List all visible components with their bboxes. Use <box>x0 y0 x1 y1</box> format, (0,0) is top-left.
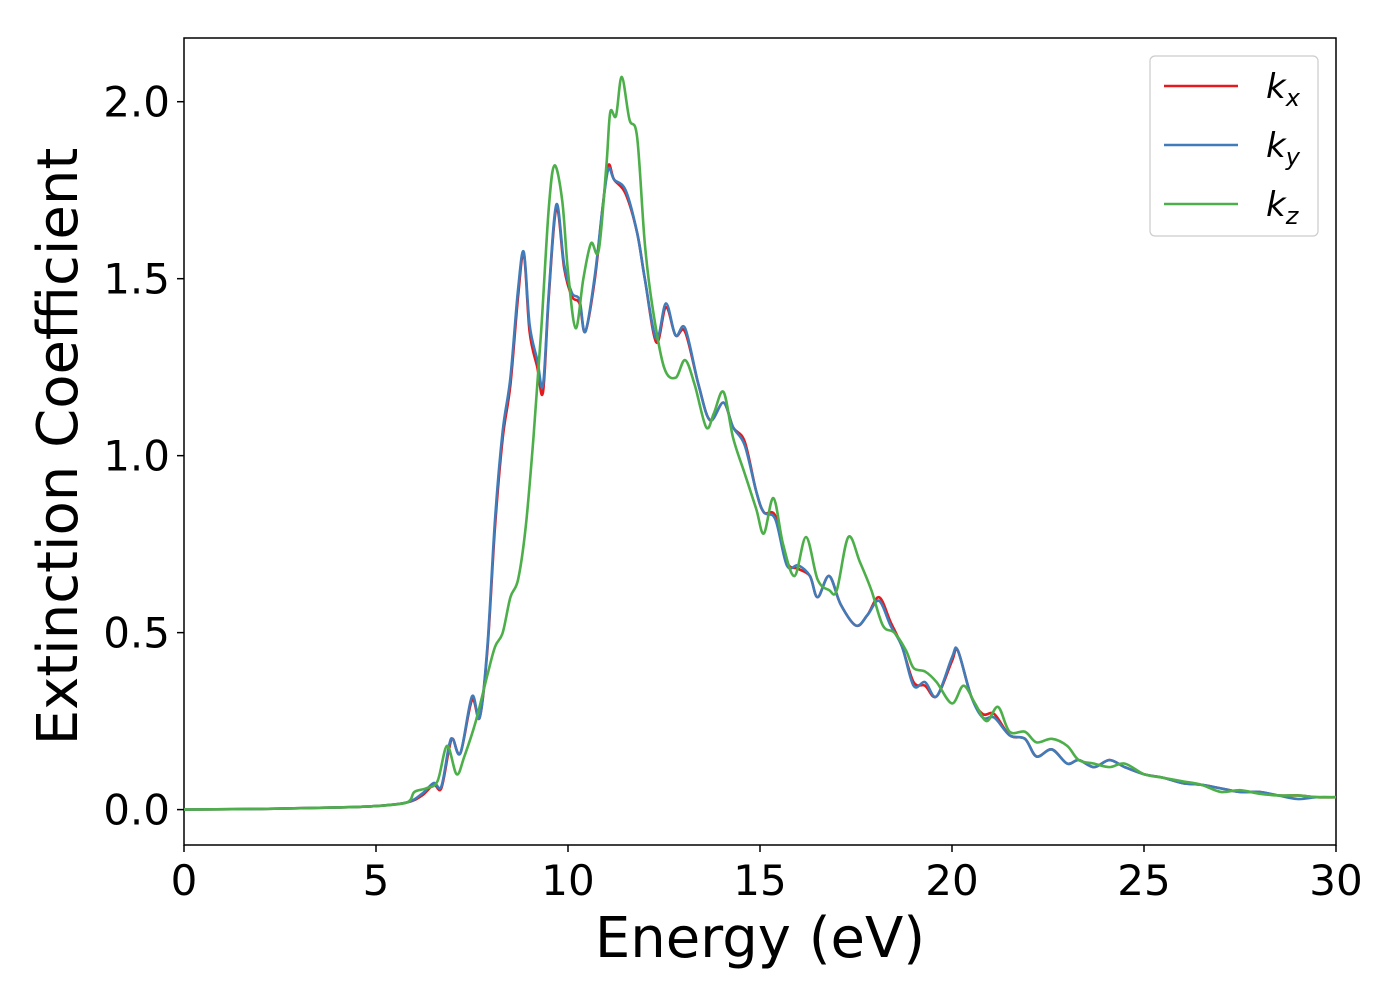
series-group <box>184 75 1336 811</box>
x-tick-label: 20 <box>925 856 978 905</box>
x-tick-label: 5 <box>363 856 390 905</box>
y-tick-label: 0.0 <box>103 786 170 835</box>
y-axis-title: Extinction Coefficient <box>26 148 91 746</box>
legend-label-sub: z <box>1285 202 1300 230</box>
y-tick-label: 2.0 <box>103 78 170 127</box>
legend-label-main: k <box>1266 67 1287 107</box>
series-line-z <box>184 75 1336 811</box>
x-tick-label: 10 <box>541 856 594 905</box>
legend-label-z: kz <box>1266 185 1300 230</box>
legend-label-sub: x <box>1285 84 1301 112</box>
x-axis-title: Energy (eV) <box>595 906 925 971</box>
x-tick-label: 25 <box>1117 856 1170 905</box>
legend-label-main: k <box>1266 126 1287 166</box>
x-axis-ticks: 0 5 10 15 20 25 30 <box>171 845 1363 905</box>
legend-label-main: k <box>1266 185 1287 225</box>
legend-label-y: ky <box>1266 126 1301 171</box>
x-tick-label: 0 <box>171 856 198 905</box>
series-line-x <box>184 163 1336 811</box>
x-tick-label: 30 <box>1309 856 1362 905</box>
y-axis-ticks: 0.0 0.5 1.0 1.5 2.0 <box>103 78 184 835</box>
y-tick-label: 1.0 <box>103 432 170 481</box>
y-tick-label: 0.5 <box>103 609 170 658</box>
legend-label-x: kx <box>1266 67 1301 112</box>
y-tick-label: 1.5 <box>103 255 170 304</box>
x-tick-label: 15 <box>733 856 786 905</box>
series-line-y <box>184 166 1336 811</box>
legend-label-sub: y <box>1285 143 1301 171</box>
